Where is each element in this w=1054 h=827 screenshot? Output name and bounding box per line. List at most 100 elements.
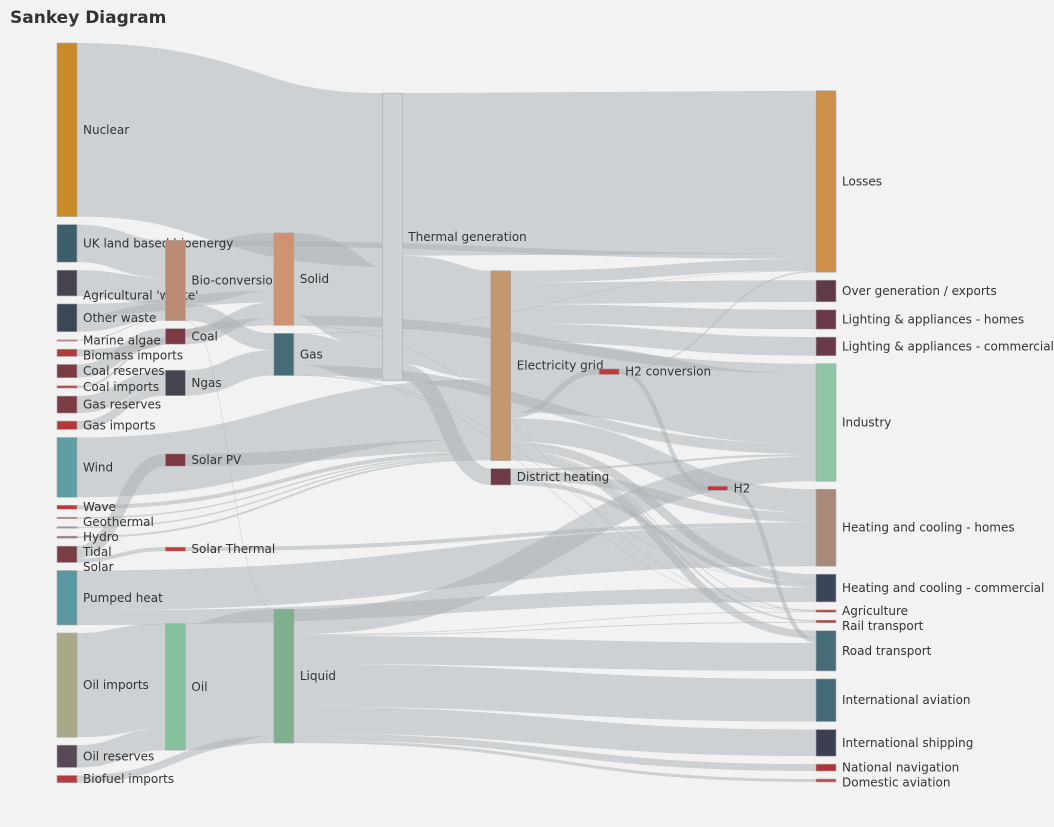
node-bar[interactable]	[815, 763, 837, 772]
sankey-link[interactable]	[76, 303, 166, 332]
node-bar[interactable]	[56, 535, 78, 539]
sankey-link[interactable]	[619, 270, 817, 371]
sankey-link[interactable]	[183, 609, 276, 751]
sankey-link[interactable]	[76, 526, 817, 611]
sankey-node[interactable]: Losses	[815, 90, 882, 273]
sankey-node[interactable]: H2	[707, 481, 751, 495]
sankey-link[interactable]	[76, 379, 491, 498]
node-bar[interactable]	[815, 619, 837, 624]
sankey-node[interactable]: Solar PV	[165, 453, 242, 467]
sankey-link[interactable]	[510, 304, 817, 330]
node-bar[interactable]	[165, 328, 186, 345]
node-bar[interactable]	[56, 224, 78, 263]
node-bar[interactable]	[815, 573, 837, 603]
sankey-link[interactable]	[293, 611, 817, 636]
sankey-node[interactable]: Oil imports	[56, 632, 149, 738]
sankey-node[interactable]: Solar	[56, 545, 114, 574]
node-bar[interactable]	[490, 270, 512, 461]
sankey-node[interactable]: Bio-conversion	[165, 239, 280, 321]
sankey-node[interactable]: Oil reserves	[56, 744, 154, 768]
node-bar[interactable]	[815, 488, 837, 567]
sankey-node[interactable]: National navigation	[815, 761, 959, 775]
sankey-node[interactable]: Coal imports	[56, 380, 159, 394]
sankey-link[interactable]	[76, 456, 491, 529]
sankey-node[interactable]: Heating and cooling - commercial	[815, 573, 1044, 603]
sankey-link[interactable]	[76, 587, 817, 626]
node-bar[interactable]	[56, 348, 78, 357]
sankey-node[interactable]: Geothermal	[56, 515, 154, 529]
node-bar[interactable]	[56, 744, 78, 768]
sankey-node[interactable]: Thermal generation	[381, 92, 527, 382]
sankey-node[interactable]: Solid	[273, 232, 329, 326]
sankey-link[interactable]	[510, 441, 817, 583]
sankey-link[interactable]	[291, 232, 385, 350]
node-bar[interactable]	[165, 453, 186, 467]
sankey-node[interactable]: Liquid	[273, 608, 336, 744]
node-bar[interactable]	[815, 729, 837, 757]
sankey-link[interactable]	[510, 323, 817, 356]
node-bar[interactable]	[815, 778, 837, 783]
sankey-node[interactable]: Over generation / exports	[815, 279, 997, 303]
sankey-node[interactable]: Coal reserves	[56, 364, 165, 378]
sankey-link[interactable]	[293, 621, 817, 636]
sankey-link[interactable]	[293, 333, 383, 381]
node-bar[interactable]	[598, 368, 620, 375]
node-bar[interactable]	[56, 420, 78, 430]
sankey-node[interactable]: Gas imports	[56, 418, 156, 432]
sankey-node[interactable]: Road transport	[815, 630, 932, 672]
sankey-link[interactable]	[75, 43, 384, 267]
node-bar[interactable]	[56, 516, 78, 520]
sankey-node[interactable]: Lighting & appliances - commercial	[815, 336, 1054, 357]
sankey-link[interactable]	[402, 90, 817, 256]
node-bar[interactable]	[165, 369, 186, 396]
node-bar[interactable]	[273, 333, 295, 376]
sankey-node[interactable]: Industry	[815, 363, 891, 482]
sankey-link[interactable]	[76, 270, 166, 304]
sankey-link[interactable]	[510, 341, 817, 445]
sankey-node[interactable]: UK land based bioenergy	[56, 224, 233, 263]
node-bar[interactable]	[56, 339, 78, 342]
sankey-link[interactable]	[510, 418, 817, 513]
sankey-node[interactable]: Biomass imports	[56, 348, 183, 362]
sankey-link[interactable]	[76, 319, 166, 341]
node-bar[interactable]	[56, 385, 78, 389]
node-bar[interactable]	[707, 485, 728, 491]
sankey-link[interactable]	[184, 232, 275, 304]
sankey-link[interactable]	[185, 350, 275, 396]
node-bar[interactable]	[56, 269, 78, 297]
sankey-node[interactable]: District heating	[490, 468, 610, 486]
sankey-node[interactable]: Wind	[56, 437, 113, 498]
sankey-node[interactable]: Nuclear	[56, 42, 129, 217]
sankey-node[interactable]: Biofuel imports	[56, 772, 174, 786]
node-bar[interactable]	[56, 775, 78, 784]
node-bar[interactable]	[815, 90, 837, 273]
node-bar[interactable]	[165, 623, 186, 751]
node-bar[interactable]	[165, 239, 186, 321]
sankey-link[interactable]	[76, 727, 166, 768]
sankey-node[interactable]: Pumped heat	[56, 570, 163, 626]
node-bar[interactable]	[56, 42, 78, 217]
sankey-link[interactable]	[293, 635, 817, 671]
sankey-link[interactable]	[293, 706, 817, 757]
sankey-node[interactable]: Ngas	[165, 369, 222, 396]
sankey-node[interactable]: Rail transport	[815, 619, 924, 633]
sankey-link[interactable]	[76, 370, 166, 414]
node-bar[interactable]	[56, 395, 78, 414]
sankey-node[interactable]: Domestic aviation	[815, 776, 951, 790]
sankey-node[interactable]: International shipping	[815, 729, 973, 757]
sankey-node[interactable]: Lighting & appliances - homes	[815, 309, 1024, 330]
sankey-node[interactable]: Oil	[165, 623, 208, 751]
sankey-node[interactable]: Electricity grid	[490, 270, 604, 461]
node-bar[interactable]	[273, 232, 295, 326]
sankey-link[interactable]	[76, 387, 166, 430]
node-bar[interactable]	[165, 546, 186, 552]
node-bar[interactable]	[815, 678, 837, 722]
sankey-link[interactable]	[185, 302, 275, 345]
sankey-node[interactable]: Solar Thermal	[165, 542, 275, 556]
sankey-node[interactable]: H2 conversion	[598, 365, 711, 379]
sankey-link[interactable]	[76, 458, 491, 539]
node-bar[interactable]	[56, 570, 78, 626]
sankey-node[interactable]: Wave	[56, 500, 116, 514]
node-bar[interactable]	[815, 336, 837, 357]
sankey-link[interactable]	[293, 663, 817, 722]
